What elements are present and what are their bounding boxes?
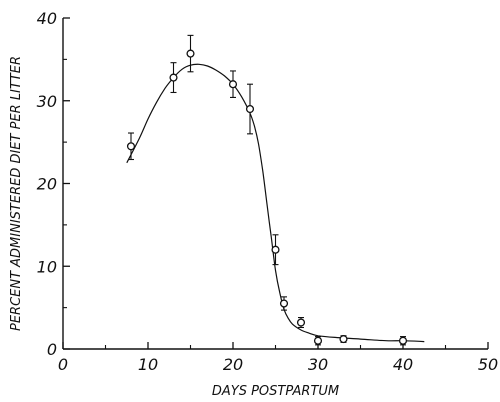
axes	[62, 18, 488, 350]
y-tick-label: 0	[47, 340, 57, 359]
y-tick-label: 40	[37, 9, 57, 28]
x-tick-label: 40	[393, 355, 413, 374]
data-point	[398, 336, 408, 345]
y-tick-label: 30	[37, 92, 57, 111]
data-point	[245, 104, 255, 114]
data-point	[126, 142, 136, 151]
data-point	[228, 80, 238, 89]
data-point	[169, 73, 178, 82]
data-point	[279, 299, 289, 308]
data-point	[186, 49, 195, 58]
x-tick-label: 10	[138, 355, 158, 374]
y-axis-label: PERCENT ADMINISTERED DIET PER LITTER	[9, 56, 24, 331]
tick-labels: 0 10 20 30 40 50 0 10 20 30 40	[37, 9, 499, 374]
y-tick-label: 10	[37, 257, 57, 276]
x-axis-label: DAYS POSTPARTUM	[212, 384, 339, 399]
data-points	[126, 49, 408, 345]
x-tick-label: 0	[58, 355, 68, 374]
data-point	[271, 245, 280, 254]
data-point	[313, 336, 323, 345]
data-point	[296, 318, 306, 327]
data-point	[339, 335, 348, 344]
fit-curve	[126, 63, 425, 343]
ticks	[62, 17, 489, 350]
x-tick-label: 30	[308, 355, 328, 374]
x-tick-label: 50	[478, 355, 498, 374]
x-tick-label: 20	[223, 355, 243, 374]
y-tick-label: 20	[37, 175, 57, 194]
